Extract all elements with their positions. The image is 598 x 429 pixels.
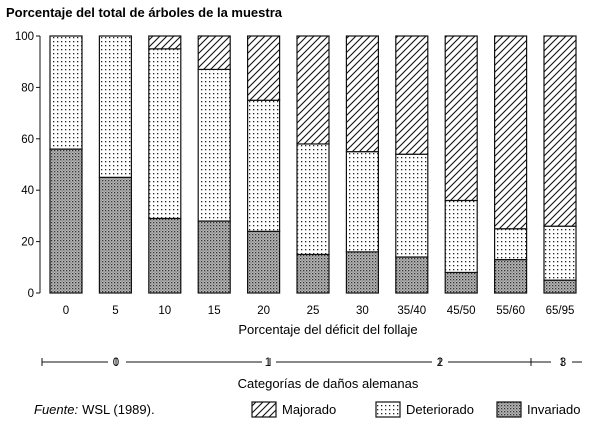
chart-title: Porcentaje del total de árboles de la mu… [6, 5, 283, 20]
scale-mark: 0 [113, 357, 119, 369]
bar-segment-invariado [98, 176, 133, 294]
y-tick-label: 20 [21, 237, 34, 249]
bar-segment-deteriorado [148, 48, 182, 220]
y-tick-label: 80 [21, 82, 34, 94]
bar-10 [148, 35, 182, 294]
x-tick-label: 45/50 [447, 305, 476, 317]
bar-segment-invariado [444, 271, 478, 294]
legend-label: Invariado [527, 402, 580, 417]
bar-segment-deteriorado [345, 151, 379, 253]
bar-segment-invariado [494, 258, 528, 294]
bar-segment-majorado [494, 35, 528, 230]
x-axis: 0 5 10 15 20 25 30 35/40 45/50 55/60 65/95 [63, 305, 575, 317]
bar-segment-invariado [296, 253, 330, 294]
bar-segment-deteriorado [444, 199, 478, 274]
legend-swatch [496, 401, 522, 418]
secondary-scale: 0 1 2 3 [41, 357, 582, 369]
x-tick-label: 65/95 [546, 305, 575, 317]
bar-55/60 [494, 35, 528, 294]
source-text: WSL (1989). [82, 402, 155, 417]
x-tick-label: 10 [158, 305, 171, 317]
x-axis-label: Porcentaje del déficit del follaje [238, 322, 417, 337]
bar-segment-majorado [444, 35, 478, 202]
bar-5 [98, 35, 133, 294]
x-tick-label: 5 [112, 305, 118, 317]
x-tick-label: 15 [208, 305, 221, 317]
y-axis: 0 20 40 60 80 100 [15, 31, 41, 300]
scale-mark: 3 [560, 357, 566, 369]
x-tick-label: 25 [307, 305, 320, 317]
bar-15 [197, 35, 231, 294]
bar-0 [49, 35, 83, 294]
bars [49, 35, 577, 294]
source-prefix: Fuente: [34, 402, 78, 417]
bar-segment-majorado [197, 35, 231, 71]
bar-segment-invariado [148, 217, 182, 294]
x-tick-label: 55/60 [496, 305, 525, 317]
x-tick-label: 35/40 [397, 305, 426, 317]
y-tick-label: 60 [21, 134, 34, 146]
bar-segment-invariado [49, 148, 83, 294]
bar-segment-deteriorado [296, 143, 330, 256]
legend-item-deteriorado: Deteriorado [375, 401, 474, 418]
bar-segment-deteriorado [247, 99, 281, 232]
secondary-scale-label: Categorías de daños alemanas [238, 376, 419, 391]
bar-20 [247, 35, 281, 294]
x-tick-label: 0 [63, 305, 69, 317]
bar-segment-invariado [345, 251, 379, 294]
bar-30 [345, 35, 379, 294]
source-note: Fuente: WSL (1989). [34, 402, 155, 417]
bar-segment-majorado [148, 35, 182, 50]
bar-segment-deteriorado [395, 153, 429, 258]
bar-segment-invariado [197, 220, 231, 294]
bar-45/50 [444, 35, 478, 294]
bar-segment-invariado [247, 230, 281, 294]
bar-65/95 [543, 35, 577, 294]
bar-segment-deteriorado [197, 68, 231, 222]
bar-segment-deteriorado [98, 35, 133, 178]
legend-swatch [375, 401, 401, 418]
bar-35/40 [395, 35, 429, 294]
bar-segment-deteriorado [494, 228, 528, 261]
legend-label: Majorado [282, 402, 336, 417]
bar-segment-deteriorado [543, 225, 577, 281]
bar-segment-invariado [543, 279, 577, 294]
legend-label: Deteriorado [406, 402, 474, 417]
scale-mark: 1 [265, 357, 271, 369]
bar-segment-deteriorado [49, 35, 83, 150]
bar-segment-majorado [395, 35, 429, 155]
x-tick-label: 30 [356, 305, 369, 317]
scale-mark: 2 [437, 357, 443, 369]
legend-swatch [251, 401, 277, 418]
bar-segment-majorado [296, 35, 330, 145]
y-tick-label: 100 [15, 31, 34, 43]
bar-segment-invariado [395, 256, 429, 294]
y-tick-label: 40 [21, 185, 34, 197]
bar-segment-majorado [247, 35, 281, 101]
bar-segment-majorado [543, 35, 577, 227]
y-tick-label: 0 [28, 288, 34, 300]
legend-item-invariado: Invariado [496, 401, 580, 418]
bar-segment-majorado [345, 35, 379, 153]
bar-25 [296, 35, 330, 294]
legend-item-majorado: Majorado [251, 401, 336, 418]
x-tick-label: 20 [257, 305, 270, 317]
legend: Majorado Deteriorado Invariado [251, 401, 580, 418]
